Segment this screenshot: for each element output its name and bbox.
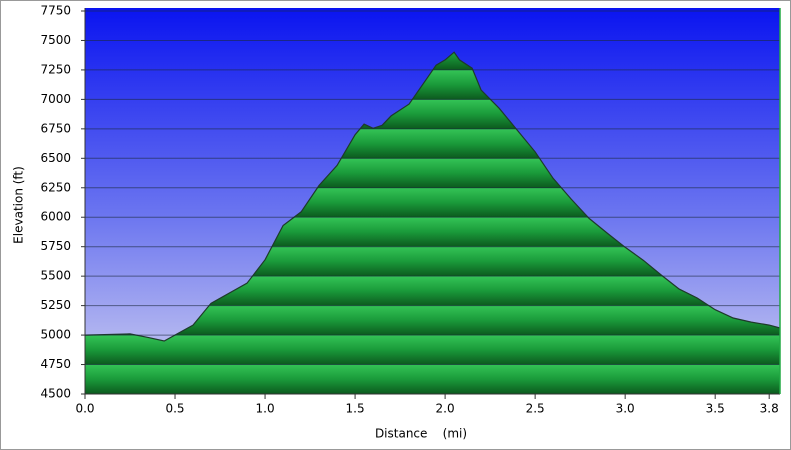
x-tick-label: 1.5	[346, 402, 365, 416]
y-tick-label: 5000	[40, 328, 71, 342]
x-tick-label: 3.5	[706, 402, 725, 416]
y-tick-label: 6500	[40, 151, 71, 165]
y-tick-label: 6250	[40, 180, 71, 194]
area-line	[84, 51, 781, 342]
y-tick-label: 7000	[40, 92, 71, 106]
y-tick-label: 4750	[40, 357, 71, 371]
x-axis-label: Distance (mi)	[375, 427, 467, 441]
y-tick-label: 4500	[40, 387, 71, 401]
x-tick-label: 3.8	[760, 402, 779, 416]
x-tick-label: 2.0	[436, 402, 455, 416]
y-tick-label: 5750	[40, 239, 71, 253]
y-tick-label: 6750	[40, 121, 71, 135]
y-tick-label: 5500	[40, 269, 71, 283]
y-tick-label: 7250	[40, 62, 71, 76]
y-tick-label: 7500	[40, 33, 71, 47]
x-tick-label: 1.0	[256, 402, 275, 416]
x-tick-label: 3.0	[616, 402, 635, 416]
x-tick-label: 0.0	[75, 402, 94, 416]
x-tick-label: 2.5	[526, 402, 545, 416]
y-tick-label: 7750	[40, 4, 71, 18]
y-tick-label: 6000	[40, 210, 71, 224]
y-axis-label: Elevation (ft)	[12, 166, 26, 244]
area-fill	[85, 52, 780, 394]
y-tick-label: 5250	[40, 298, 71, 312]
x-tick-label: 0.5	[165, 402, 184, 416]
